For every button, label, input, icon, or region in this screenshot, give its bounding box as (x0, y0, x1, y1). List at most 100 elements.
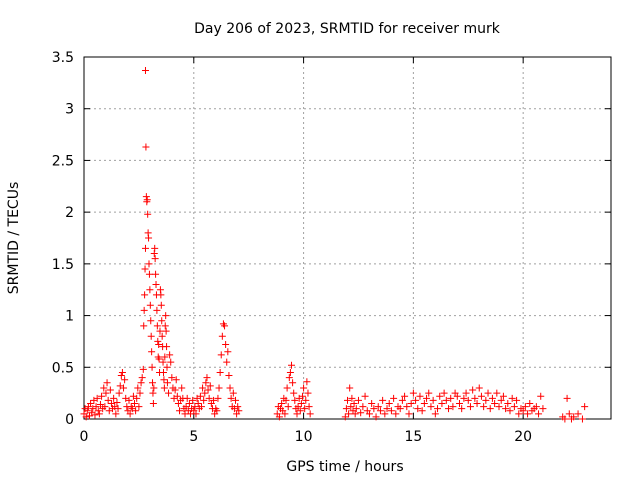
data-point (141, 265, 149, 273)
data-point (149, 389, 157, 397)
data-point (133, 394, 141, 402)
data-point (290, 389, 298, 397)
data-point (205, 394, 213, 402)
data-point (142, 143, 150, 151)
data-point (475, 384, 483, 392)
data-point (286, 368, 294, 376)
y-tick-label: 2 (65, 205, 74, 221)
data-point (172, 376, 180, 384)
data-point (289, 379, 297, 387)
data-point (365, 410, 373, 418)
data-point (189, 396, 197, 404)
data-point (464, 396, 472, 404)
data-point (100, 384, 108, 392)
data-point (151, 255, 159, 263)
data-point (158, 317, 166, 325)
tick-layer: 0 0.5 1 1.5 2 2.5 3 3.5 0 5 10 15 20 (52, 50, 611, 445)
data-point (196, 392, 204, 400)
data-point (344, 396, 351, 404)
data-point (438, 399, 446, 407)
data-point (225, 372, 233, 380)
data-point (163, 379, 171, 387)
data-point (235, 407, 243, 415)
data-point (223, 358, 231, 366)
data-point (217, 351, 225, 359)
data-point (157, 291, 165, 299)
data-point (140, 306, 148, 314)
y-tick-label: 0.5 (52, 360, 74, 376)
data-point (140, 322, 148, 330)
data-point (159, 358, 167, 366)
data-point (306, 410, 314, 418)
data-point (141, 66, 149, 74)
data-point (482, 396, 490, 404)
data-point (488, 394, 496, 402)
data-point (278, 399, 286, 407)
data-point (537, 392, 545, 400)
data-point (385, 399, 393, 407)
data-point (407, 399, 415, 407)
data-point (387, 407, 395, 415)
y-tick-label: 0 (65, 412, 74, 428)
data-point (151, 244, 159, 252)
data-point (294, 403, 302, 411)
data-point (471, 394, 479, 402)
data-point (401, 392, 409, 400)
data-point (229, 389, 237, 397)
data-point (134, 384, 142, 392)
data-point (420, 399, 428, 407)
y-tick-label: 2.5 (52, 153, 74, 169)
plot-frame (83, 56, 612, 420)
data-point (83, 407, 91, 415)
data-point (409, 389, 417, 397)
data-point (163, 343, 171, 351)
data-point (161, 353, 169, 361)
data-point (194, 399, 202, 407)
data-point (291, 396, 299, 404)
data-point (477, 392, 485, 400)
data-point (148, 363, 156, 371)
data-point (381, 410, 389, 418)
y-tick-label: 1.5 (52, 257, 74, 273)
data-point (521, 403, 529, 411)
data-point (145, 270, 153, 278)
y-tick-label: 3.5 (52, 50, 74, 66)
data-point (206, 382, 214, 390)
data-point (352, 405, 360, 413)
data-point (565, 410, 573, 418)
data-point (282, 396, 290, 404)
data-point (372, 413, 380, 421)
data-point (171, 386, 179, 394)
y-axis-label: SRMTID / TECUs (6, 182, 22, 295)
data-point (436, 392, 444, 400)
data-point (92, 403, 100, 411)
data-point (519, 407, 527, 415)
data-point (126, 410, 134, 418)
data-point (204, 386, 212, 394)
data-point (281, 410, 289, 418)
data-point (374, 403, 382, 411)
data-point (293, 410, 301, 418)
data-point (221, 322, 229, 330)
data-point (203, 374, 211, 382)
data-point (159, 368, 167, 376)
data-point (106, 386, 114, 394)
data-point (298, 392, 306, 400)
data-point (232, 396, 240, 404)
data-point (227, 394, 235, 402)
data-point (166, 351, 174, 359)
data-point (87, 399, 95, 407)
data-point (149, 399, 157, 407)
data-point (110, 394, 118, 402)
data-point (107, 399, 115, 407)
data-point (216, 368, 224, 376)
data-point (303, 378, 311, 386)
data-point (192, 410, 200, 418)
data-point (425, 389, 433, 397)
data-point (502, 405, 510, 413)
data-point (118, 368, 126, 376)
data-point (155, 341, 163, 349)
data-point (215, 384, 223, 392)
data-point (285, 374, 293, 382)
